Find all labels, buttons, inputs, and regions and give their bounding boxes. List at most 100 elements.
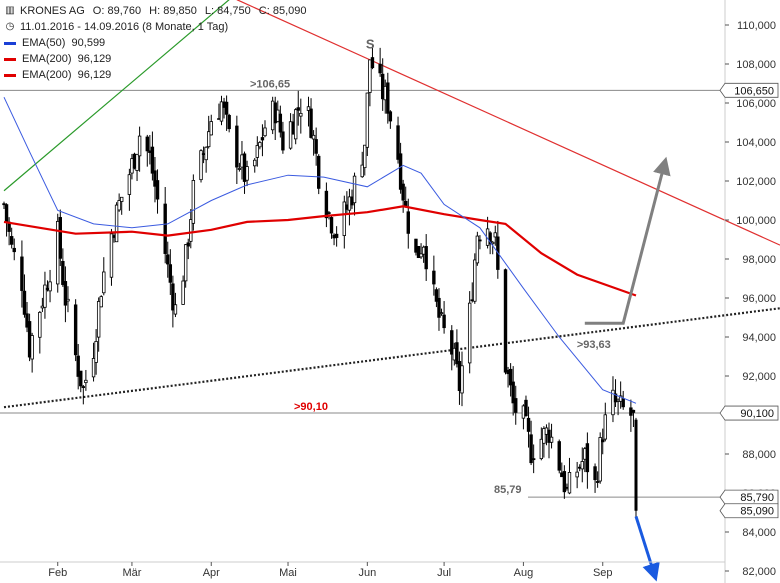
bar-chart-icon: ▥ xyxy=(5,5,15,16)
candle-body xyxy=(460,365,464,394)
candle-body xyxy=(360,164,364,178)
y-tick-label-8: 98,000 xyxy=(742,254,776,266)
y-tick-label-6: 94,000 xyxy=(742,332,776,344)
candle-body xyxy=(414,238,418,253)
candle-body xyxy=(102,271,106,294)
ema200-line xyxy=(3,205,637,297)
y-tick-label-1: 84,000 xyxy=(742,527,776,539)
ema50-line xyxy=(3,96,637,404)
candle-body xyxy=(209,121,213,136)
legend-value-ema200: 96,129 xyxy=(77,53,112,65)
candle-body xyxy=(478,239,482,242)
candle-body xyxy=(396,125,400,160)
trendline-support-dotted xyxy=(3,307,780,409)
level-box-1 xyxy=(719,405,779,421)
x-tick-label-1: Mär xyxy=(122,567,141,579)
candle-body xyxy=(227,114,231,130)
candle-body xyxy=(503,269,508,373)
candle-body xyxy=(258,142,262,148)
candle-body xyxy=(299,112,303,117)
candle-body xyxy=(25,313,29,328)
candle-body xyxy=(199,150,203,181)
y-tick-label-3: 88,000 xyxy=(742,449,776,461)
candle-body xyxy=(311,134,316,140)
candle-body xyxy=(20,256,24,291)
candle-body xyxy=(173,304,178,315)
trendline-uptrend xyxy=(3,0,230,192)
candle-body xyxy=(386,82,390,114)
low-label: L: xyxy=(204,5,215,17)
candle-body xyxy=(585,443,590,473)
y-tick-label-5: 92,000 xyxy=(742,371,776,383)
candle-body xyxy=(378,63,382,74)
candle-body xyxy=(278,113,283,133)
candle-body xyxy=(593,466,597,481)
candle-body xyxy=(117,200,121,211)
chart-legend: ▥ KRONES AG O: 89,760 H: 89,850 L: 84,75… xyxy=(4,3,306,83)
candle-body xyxy=(621,398,625,408)
candle-body xyxy=(314,139,318,154)
candle-body xyxy=(317,155,321,189)
candle-body xyxy=(63,281,68,306)
candle-body xyxy=(114,204,119,243)
legend-value-ema200-2: 96,129 xyxy=(77,69,112,81)
candle-body xyxy=(450,330,454,355)
annotation-1: >93,63 xyxy=(577,339,611,351)
candle-body xyxy=(511,381,515,404)
candle-body xyxy=(598,437,602,482)
candle-body xyxy=(363,144,367,169)
candle-body xyxy=(539,438,544,460)
candle-body xyxy=(181,280,185,305)
open-value: 89,760 xyxy=(107,5,142,17)
candle-body xyxy=(189,219,193,242)
annotations: >106,65 >90,10 85,79 S >93,63 xyxy=(250,36,611,496)
candle-body xyxy=(455,342,459,365)
candle-body xyxy=(419,253,423,258)
candle-body xyxy=(434,289,439,302)
high-label: H: xyxy=(149,5,161,17)
candle-body xyxy=(145,136,149,152)
trendline-resistance xyxy=(236,0,780,246)
candle-body xyxy=(542,428,546,444)
close-value: 85,090 xyxy=(272,5,307,17)
candle-body xyxy=(137,135,142,157)
candle-body xyxy=(531,458,536,461)
annotation-90-10: >90,10 xyxy=(294,401,328,413)
price-gridlines xyxy=(0,89,725,498)
candle-body xyxy=(48,281,52,292)
high-value: 89,850 xyxy=(163,5,197,17)
candle-body xyxy=(66,298,70,302)
candle-body xyxy=(168,264,173,283)
arrow-scenario-up xyxy=(584,156,671,325)
candle-body xyxy=(508,368,513,386)
candle-body xyxy=(580,461,584,470)
candle-body xyxy=(43,284,47,308)
candle-body xyxy=(442,314,446,329)
candle-body-last xyxy=(634,419,638,511)
y-axis: 82,00084,00086,00088,00090,00092,00094,0… xyxy=(719,0,779,583)
candle-body xyxy=(293,109,298,140)
candle-body xyxy=(73,304,78,356)
candle-body xyxy=(334,233,339,238)
candle-body xyxy=(127,174,132,195)
candle-body xyxy=(166,254,170,265)
candle-body xyxy=(9,236,14,245)
period-label: 11.01.2016 - 14.09.2016 (8 Monate, 1 Tag… xyxy=(20,21,229,33)
y-tick-label-0: 82,000 xyxy=(742,566,776,578)
candle-body xyxy=(529,434,533,464)
candle-body xyxy=(549,436,554,443)
candle-body xyxy=(263,127,267,137)
candle-body xyxy=(2,203,6,206)
close-label: C: xyxy=(258,5,270,17)
candle-body xyxy=(398,153,403,190)
candle-body xyxy=(473,259,477,302)
candle-body xyxy=(514,398,518,413)
level-box-3 xyxy=(719,503,779,519)
candle-body xyxy=(253,159,257,167)
x-tick-label-5: Jul xyxy=(437,567,451,579)
low-value: 84,750 xyxy=(217,5,251,17)
candle-body xyxy=(191,180,196,224)
candle-body xyxy=(30,335,34,360)
candle-body xyxy=(61,260,65,285)
candle-body xyxy=(150,146,155,174)
